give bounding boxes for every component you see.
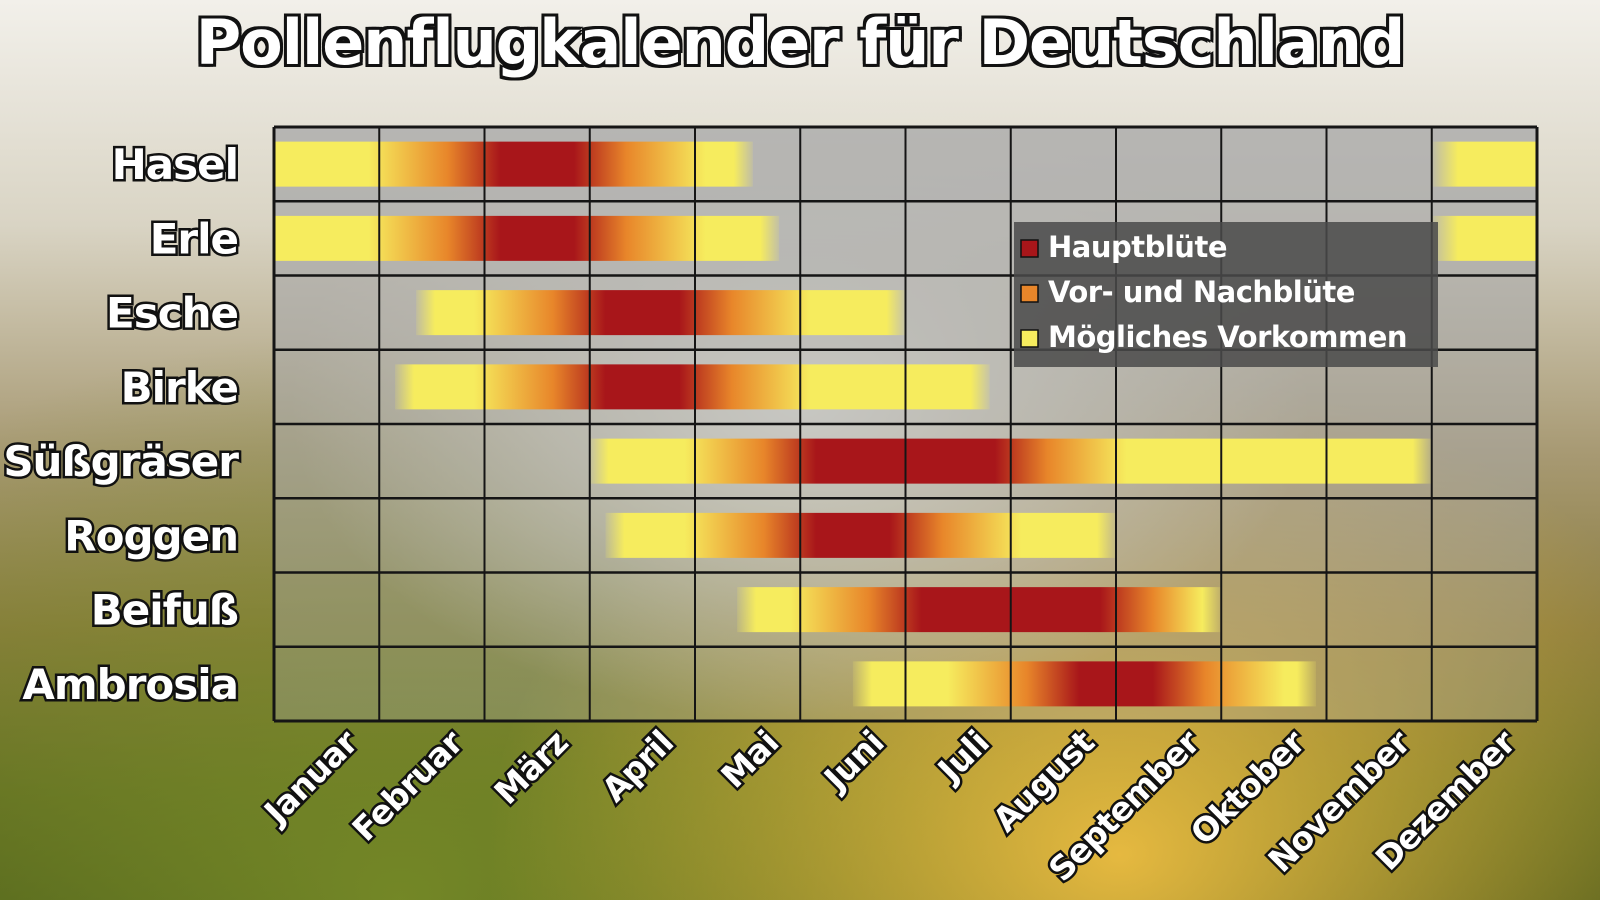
row-label-roggen: Roggen	[64, 511, 238, 560]
legend-swatch-vornach	[1020, 284, 1039, 303]
month-label-märz: März	[486, 723, 575, 812]
legend-swatch-moeglich	[1020, 329, 1039, 348]
month-label-april: April	[594, 723, 680, 809]
bar-birke	[395, 364, 990, 410]
row-label-erle: Erle	[150, 214, 238, 263]
row-label-birke: Birke	[121, 363, 238, 412]
bar-hasel-2	[1431, 141, 1537, 187]
bar-roggen	[605, 512, 1116, 558]
month-label-mai: Mai	[713, 723, 785, 795]
legend-label-haupt: Hauptblüte	[1048, 230, 1227, 264]
row-label-hasel: Hasel	[112, 140, 238, 189]
legend-label-vornach: Vor- und Nachblüte	[1048, 275, 1355, 309]
legend-swatch-haupt	[1020, 239, 1039, 258]
bar-ambrosia	[852, 661, 1316, 707]
row-label-ambrosia: Ambrosia	[22, 660, 238, 709]
legend-label-moeglich: Mögliches Vorkommen	[1048, 320, 1407, 354]
month-label-februar: Februar	[345, 722, 472, 849]
month-label-juli: Juli	[929, 723, 996, 790]
bar-esche	[416, 290, 906, 336]
bar-hasel	[274, 141, 753, 187]
chart-title: Pollenflugkalender für Deutschland	[195, 6, 1406, 79]
month-label-juni: Juni	[815, 723, 891, 799]
row-label-beifuß: Beifuß	[91, 586, 238, 635]
legend: Hauptblüte Vor- und Nachblüte Mögliches …	[1014, 222, 1438, 367]
bar-beifuß	[737, 587, 1222, 633]
bar-erle-2	[1431, 215, 1537, 261]
row-label-esche: Esche	[106, 289, 238, 338]
row-label-süßgräser: Süßgräser	[3, 437, 239, 486]
bar-erle	[274, 215, 780, 261]
